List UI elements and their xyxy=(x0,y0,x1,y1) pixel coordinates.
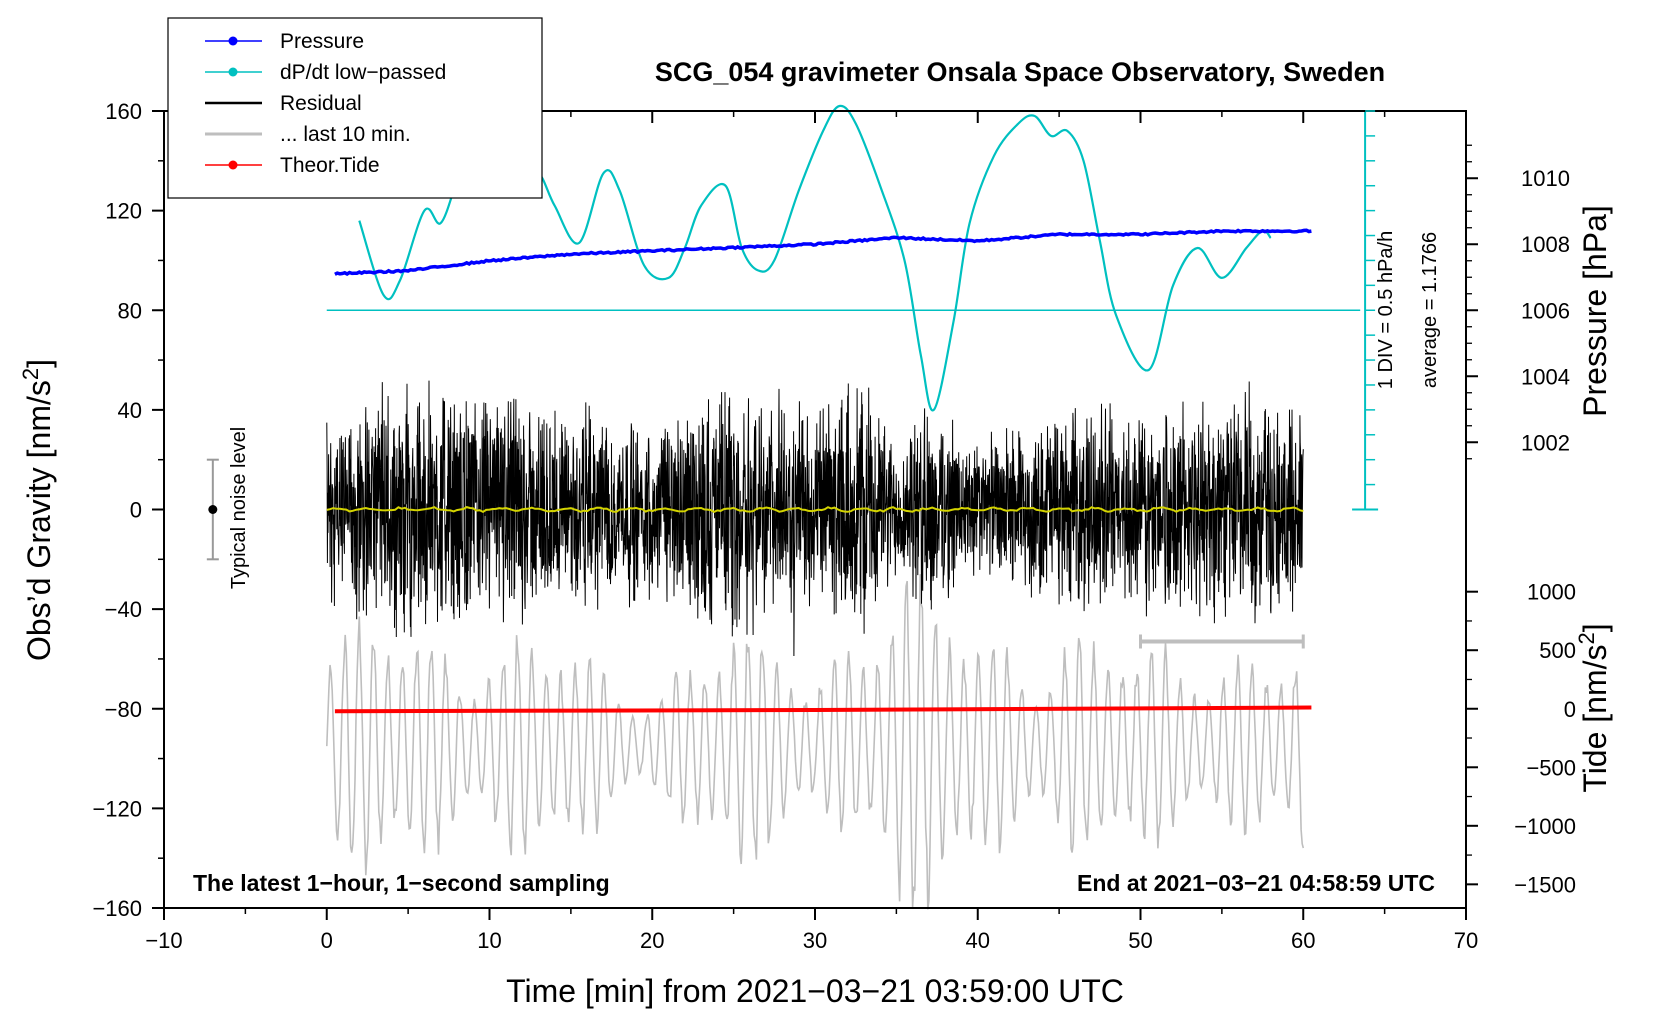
tide-tick-label: 500 xyxy=(1539,638,1576,663)
tide-tick-label: −500 xyxy=(1526,755,1576,780)
legend-label: Residual xyxy=(280,92,362,115)
series-last-10-min-line xyxy=(326,574,1305,910)
tide-tick-label: 1000 xyxy=(1527,580,1576,605)
y-tick-label: −80 xyxy=(105,697,142,722)
y-tick-label: −120 xyxy=(92,796,142,821)
legend-label: Pressure xyxy=(280,30,364,53)
x-tick-label: 50 xyxy=(1128,928,1152,953)
legend: Pressure dP/dt low−passed Residual ... last… xyxy=(167,17,543,199)
annotation-end-time: End at 2021−03−21 04:58:59 UTC xyxy=(1077,870,1435,896)
y-tick-label: −160 xyxy=(92,896,142,921)
x-tick-label: 20 xyxy=(640,928,664,953)
noise-level-label: Typical noise level xyxy=(228,427,250,589)
annotation-sampling: The latest 1−hour, 1−second sampling xyxy=(193,870,610,896)
y-axis-label-tide: Tide [nm/s2] xyxy=(1574,623,1614,792)
tide-tick-label: 0 xyxy=(1564,697,1576,722)
x-tick-label: −10 xyxy=(145,928,182,953)
series-theoretical-tide-line xyxy=(334,705,1312,714)
legend-label: ... last 10 min. xyxy=(280,123,411,146)
y-tick-label: 40 xyxy=(118,398,142,423)
pressure-tick-label: 1006 xyxy=(1521,298,1570,323)
tide-tick-label: −1500 xyxy=(1514,872,1576,897)
y-tick-label: 120 xyxy=(105,199,142,224)
residual-smoothed-line xyxy=(326,505,1304,514)
y-tick-label: 80 xyxy=(118,298,142,323)
pressure-tick-label: 1010 xyxy=(1521,166,1570,191)
x-tick-label: 40 xyxy=(966,928,990,953)
series-pressure-line xyxy=(334,228,1312,277)
y-tick-label: 0 xyxy=(130,498,142,523)
legend-marker xyxy=(228,160,238,170)
y-axis-label-gravity: Obs’d Gravity [nm/s2] xyxy=(18,359,58,661)
x-tick-label: 10 xyxy=(477,928,501,953)
noise-level-dot xyxy=(208,505,218,514)
x-tick-label: 0 xyxy=(321,928,333,953)
y-axis-label-pressure: Pressure [hPa] xyxy=(1577,205,1613,417)
chart-title: SCG_054 gravimeter Onsala Space Observat… xyxy=(655,57,1385,87)
x-tick-label: 60 xyxy=(1291,928,1315,953)
average-label: average = 1.1766 xyxy=(1419,232,1441,388)
pressure-tick-label: 1008 xyxy=(1521,232,1570,257)
y-tick-label: −40 xyxy=(105,597,142,622)
x-axis-label: Time [min] from 2021−03−21 03:59:00 UTC xyxy=(506,973,1124,1009)
x-tick-label: 70 xyxy=(1454,928,1478,953)
ticks-layer: −10 0 10 20 30 40 50 60 70 160 120 80 40 0 −40 −80 −120 −… xyxy=(92,99,1576,953)
tide-tick-label: −1000 xyxy=(1514,814,1576,839)
legend-marker xyxy=(228,67,238,77)
x-tick-label: 30 xyxy=(803,928,827,953)
pressure-tick-label: 1002 xyxy=(1521,430,1570,455)
legend-label: Theor.Tide xyxy=(280,154,380,177)
legend-marker xyxy=(228,36,238,46)
series-residual-line xyxy=(326,380,1304,657)
series-layer xyxy=(206,104,1379,910)
div-scale-label: 1 DIV = 0.5 hPa/h xyxy=(1375,231,1397,389)
legend-label: dP/dt low−passed xyxy=(280,61,446,84)
pressure-tick-label: 1004 xyxy=(1521,364,1570,389)
y-tick-label: 160 xyxy=(105,99,142,124)
